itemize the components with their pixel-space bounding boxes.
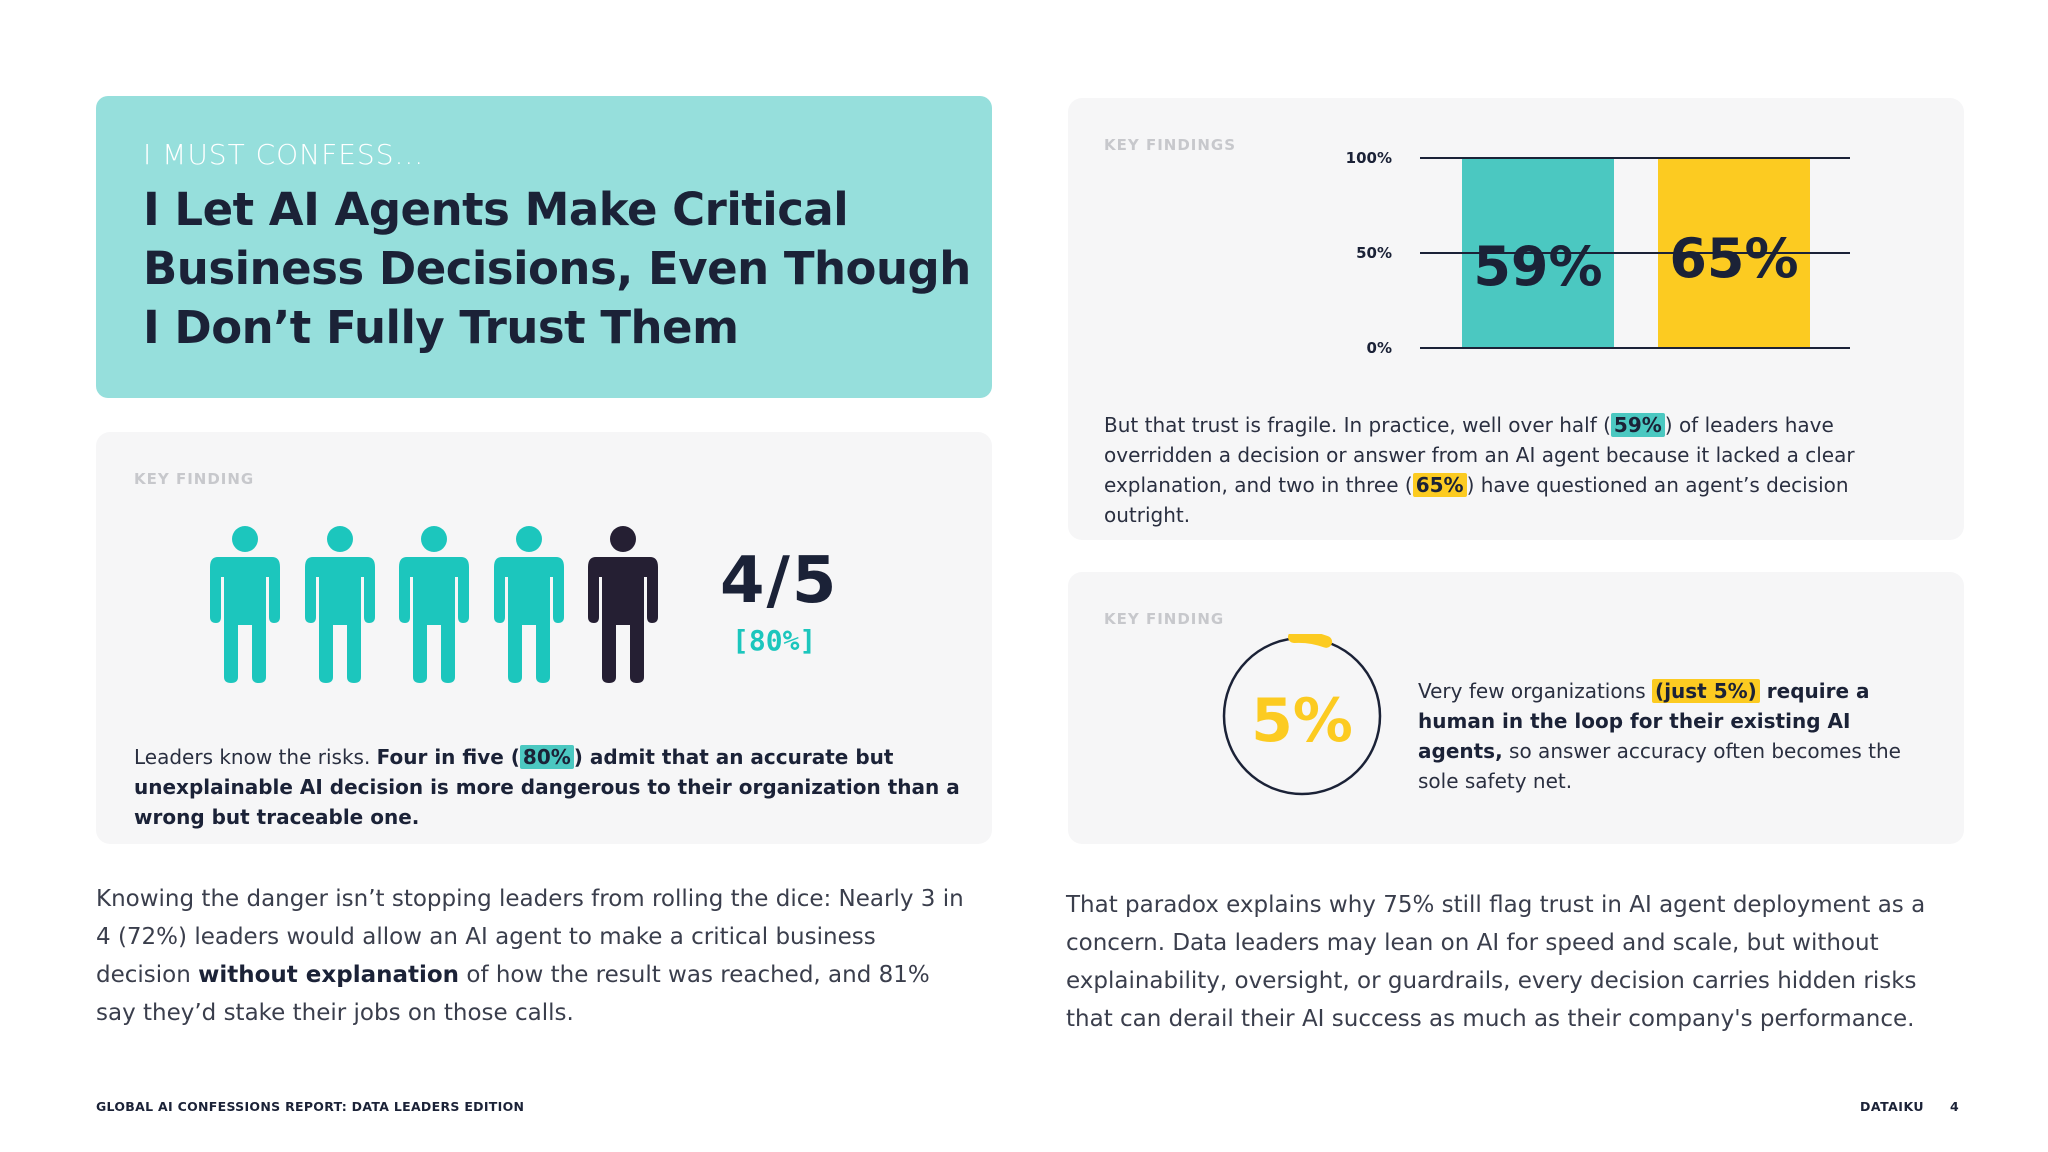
page-number: 4 [1950,1099,1959,1114]
finding-left-text: Leaders know the risks. Four in five (80… [134,742,974,832]
text-run: Leaders know the risks. [134,745,377,769]
text-run: so answer accuracy often becomes the sol… [1418,739,1901,793]
body-paragraph-right: That paradox explains why 75% still flag… [1066,892,1926,1032]
text-run: But that trust is fragile. In practice, … [1104,413,1611,437]
person-icon [399,526,469,683]
highlight-59: 59% [1610,413,1665,437]
bar-data-label: 65% [1669,227,1798,290]
footer-report-title: GLOBAL AI CONFESSIONS REPORT: DATA LEADE… [96,1099,525,1114]
body-paragraph-left: Knowing the danger isn’t stopping leader… [96,880,976,1032]
text-run: ) of leaders have overridden a decision … [1104,413,1855,497]
y-tick-label: 50% [1356,244,1392,262]
footer-brand: DATAIKU [1860,1099,1925,1114]
person-icon [305,526,375,683]
text-run-bold: without explanation [198,962,460,988]
card-label: KEY FINDING [134,470,255,488]
text-run-bold: Four in five ( [376,745,520,769]
key-finding-card-ring [1068,572,1964,844]
card-label: KEY FINDINGS [1104,136,1237,154]
highlight-65: 65% [1412,473,1467,497]
page-title-line: I Let AI Agents Make Critical [143,183,849,236]
progress-ring [1222,634,1382,796]
ring-progress-arc [1288,634,1333,648]
person-icon [588,526,658,683]
bar-data-label: 59% [1473,235,1602,298]
page-title: I Let AI Agents Make Critical Business D… [143,180,971,357]
findings-chart-text: But that trust is fragile. In practice, … [1104,410,1924,530]
highlight-80: 80% [519,745,574,769]
ratio-percent: [80%] [732,624,817,657]
page-title-line: Business Decisions, Even Though [143,242,971,295]
text-run: Very few organizations [1418,679,1653,703]
ring-value: 5% [1251,686,1353,756]
page-title-line: I Don’t Fully Trust Them [143,301,739,354]
hero-kicker: I MUST CONFESS... [143,138,425,171]
bar-chart: 0% 50% 100% 59% 65% [1346,149,1850,357]
finding-ring-text: Very few organizations (just 5%) require… [1418,676,1918,796]
text-run: Knowing the danger isn’t stopping leader… [96,886,964,988]
text-run: ) have questioned an agent’s decision ou… [1104,473,1849,527]
text-run-bold: require a human in the loop for their ex… [1418,679,1870,763]
text-run-bold: ) admit that an accurate but unexplainab… [134,745,960,829]
person-icon [210,526,280,683]
highlight-5: (just 5%) [1652,679,1760,703]
hero-card [96,96,992,398]
person-icon [494,526,564,683]
y-tick-label: 100% [1346,149,1392,167]
ratio-value: 4/5 [720,544,839,618]
card-label: KEY FINDING [1104,610,1225,628]
y-tick-label: 0% [1367,339,1392,357]
text-run: of how the result was reached, and 81% s… [96,962,930,1026]
